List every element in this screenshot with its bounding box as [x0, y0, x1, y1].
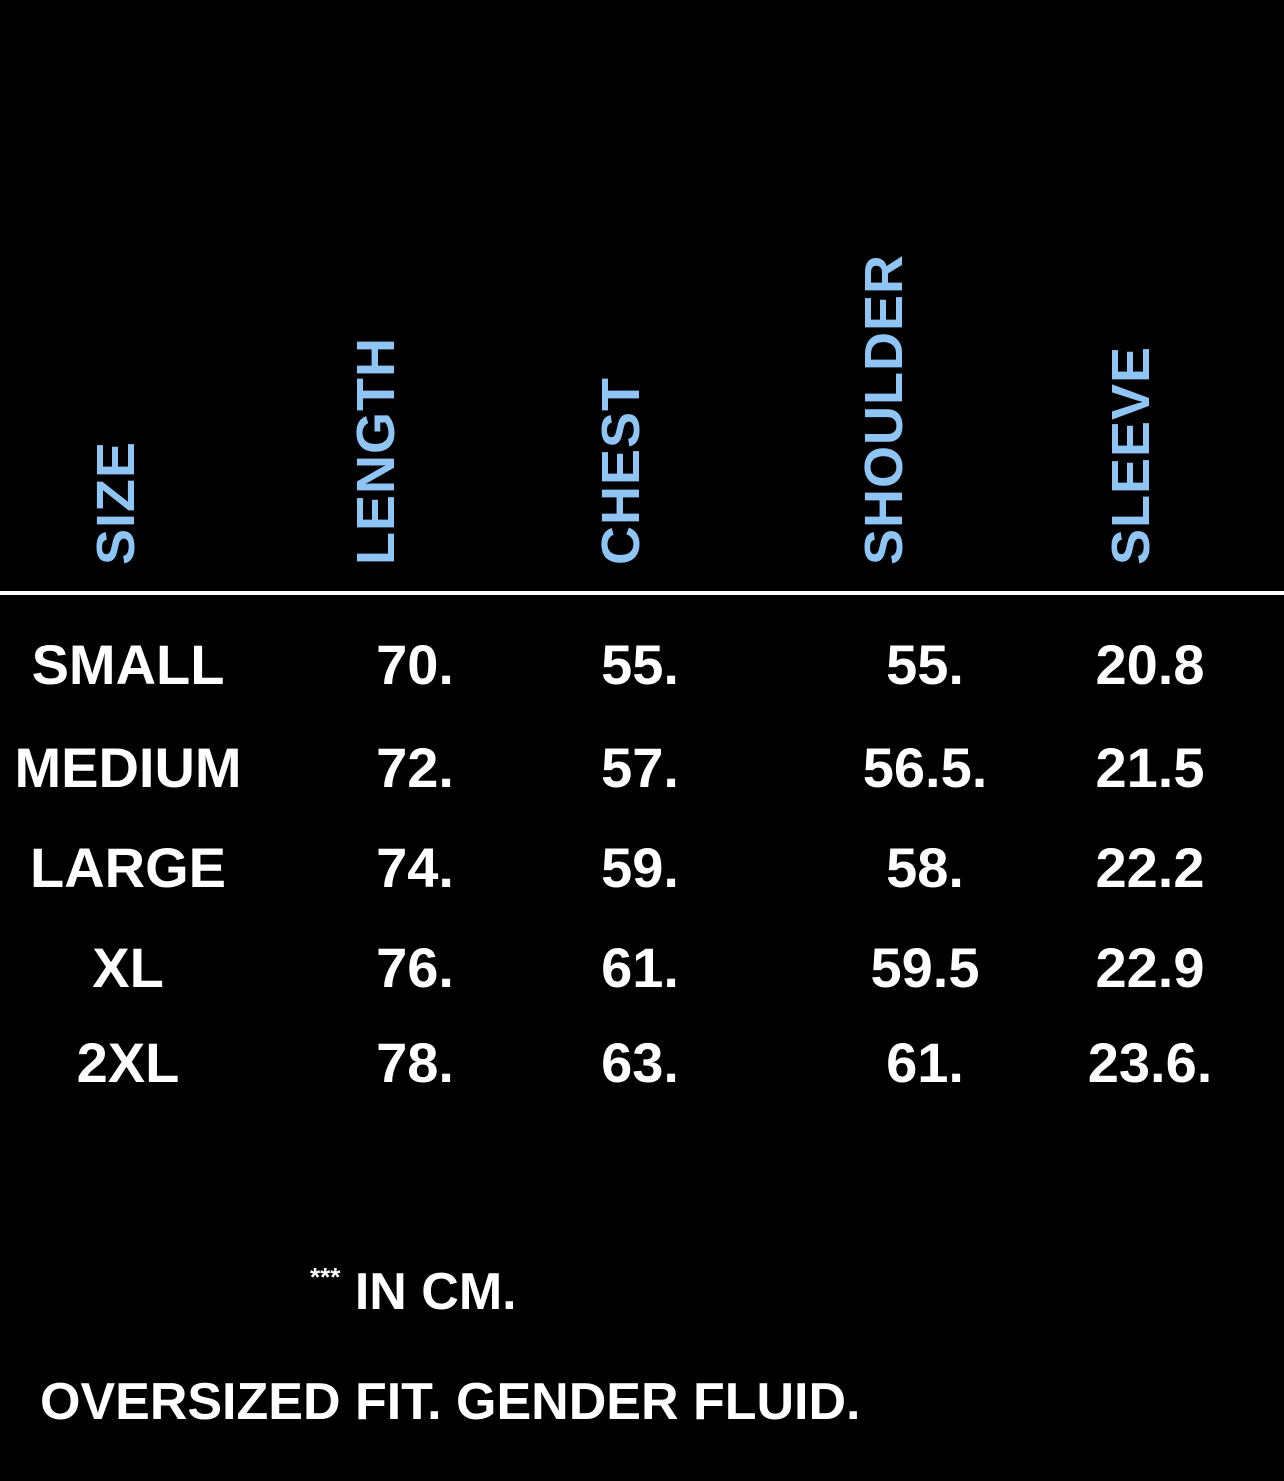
- cell-shoulder: 55.: [886, 633, 964, 696]
- cell-sleeve: 23.6.: [1087, 1031, 1213, 1094]
- table-row: LARGE 74. 59. 58. 22.2: [0, 828, 1284, 908]
- cell-length: 76.: [376, 936, 454, 999]
- table-row: SMALL 70. 55. 55. 20.8: [0, 625, 1284, 705]
- cell-shoulder: 58.: [886, 836, 964, 899]
- cell-chest: 55.: [601, 633, 679, 696]
- cell-size: XL: [92, 936, 164, 999]
- cell-chest: 59.: [601, 836, 679, 899]
- cell-sleeve: 21.5: [1095, 736, 1205, 799]
- fit-note: OVERSIZED FIT. GENDER FLUID.: [40, 1373, 861, 1431]
- table-row: XL 76. 61. 59.5 22.9: [0, 928, 1284, 1008]
- table-row: MEDIUM 72. 57. 56.5. 21.5: [0, 728, 1284, 808]
- header-divider: [0, 591, 1284, 595]
- cell-size: 2XL: [76, 1031, 180, 1094]
- cell-shoulder: 61.: [886, 1031, 964, 1094]
- cell-sleeve: 20.8: [1095, 633, 1205, 696]
- cell-chest: 63.: [601, 1031, 679, 1094]
- cell-sleeve: 22.9: [1095, 936, 1205, 999]
- cell-length: 72.: [376, 736, 454, 799]
- cell-size: SMALL: [31, 633, 225, 696]
- cell-size: MEDIUM: [14, 736, 242, 799]
- cell-shoulder: 56.5.: [862, 736, 988, 799]
- cell-length: 74.: [376, 836, 454, 899]
- cell-length: 70.: [376, 633, 454, 696]
- cell-shoulder: 59.5: [870, 936, 980, 999]
- cell-chest: 61.: [601, 936, 679, 999]
- cell-chest: 57.: [601, 736, 679, 799]
- unit-note: *** IN CM.: [310, 1262, 517, 1321]
- cell-sleeve: 22.2: [1095, 836, 1205, 899]
- cell-size: LARGE: [30, 836, 226, 899]
- cell-length: 78.: [376, 1031, 454, 1094]
- table-row: 2XL 78. 63. 61. 23.6.: [0, 1023, 1284, 1103]
